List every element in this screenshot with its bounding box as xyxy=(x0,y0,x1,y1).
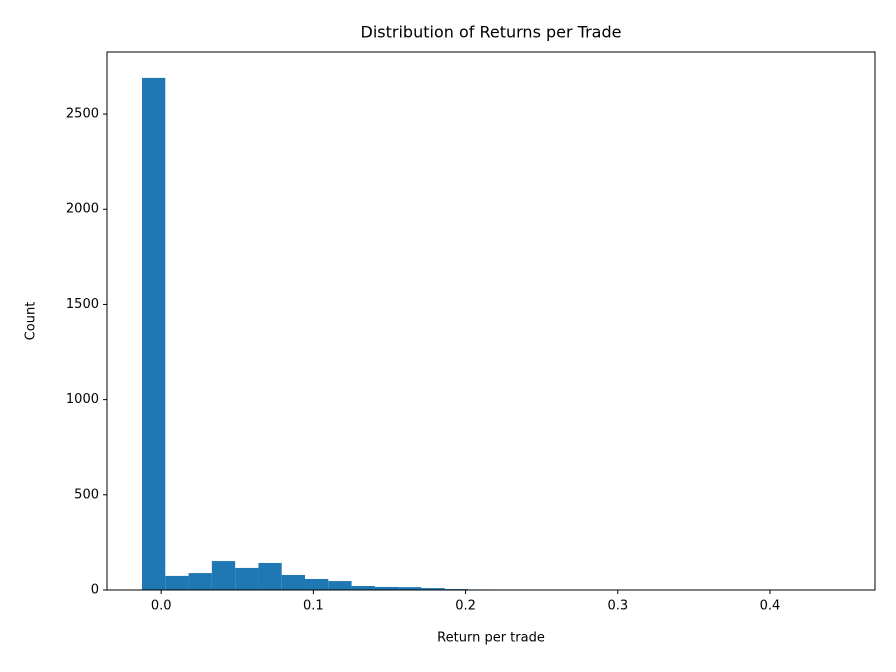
plot-frame xyxy=(106,51,876,591)
bar xyxy=(421,588,445,590)
y-tick-label: 0 xyxy=(91,583,99,598)
chart-title: Distribution of Returns per Trade xyxy=(361,23,622,42)
x-tick-label: 0.0 xyxy=(151,599,172,614)
y-tick-label: 1000 xyxy=(66,392,99,407)
x-tick-label: 0.1 xyxy=(303,599,324,614)
bar xyxy=(351,586,375,590)
x-tick-label: 0.2 xyxy=(455,599,476,614)
bar xyxy=(281,574,306,590)
x-tick-label: 0.3 xyxy=(607,599,628,614)
bar xyxy=(235,567,259,590)
bar xyxy=(165,575,189,590)
bar xyxy=(211,561,236,590)
x-tick-label: 0.4 xyxy=(760,599,781,614)
y-axis-label: Count xyxy=(24,302,39,341)
bar xyxy=(188,573,212,590)
y-tick-label: 2500 xyxy=(66,107,99,122)
bar xyxy=(328,581,352,590)
bar xyxy=(142,77,166,591)
y-tick-label: 1500 xyxy=(66,297,99,312)
bar xyxy=(258,562,282,590)
bar xyxy=(374,586,399,590)
bar xyxy=(305,578,329,590)
y-tick-label: 500 xyxy=(74,487,99,502)
x-axis-label: Return per trade xyxy=(437,631,545,646)
y-tick-label: 2000 xyxy=(66,202,99,217)
bar xyxy=(398,587,422,590)
